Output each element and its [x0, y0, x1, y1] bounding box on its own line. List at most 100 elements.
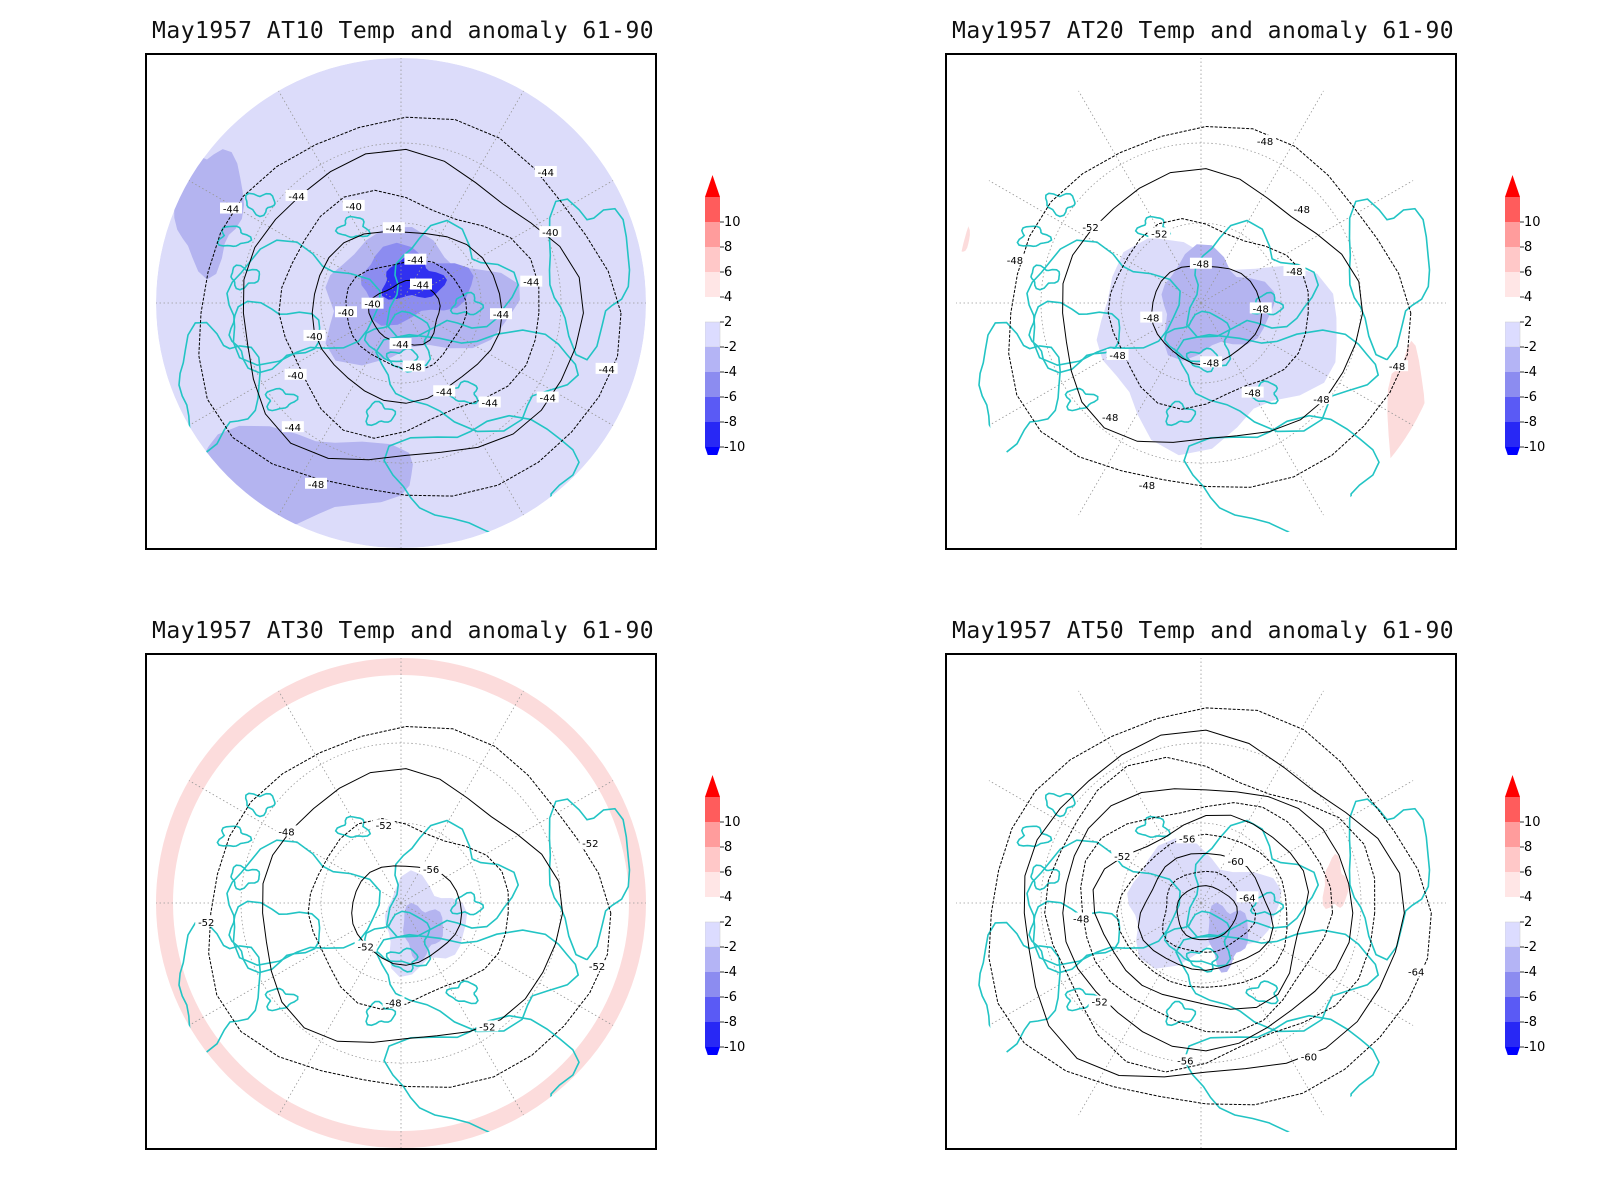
meridian-line: [188, 180, 402, 304]
colorbar-box: [705, 847, 720, 872]
contour-label: -52: [198, 918, 214, 929]
colorbar-tick-label: 8: [724, 240, 732, 255]
colorbar-box: [1505, 347, 1520, 372]
contour-label-bg: [539, 226, 562, 238]
polar-map: -52 -52 -48 -52 -52 -48 -52 -56 -52: [145, 653, 657, 1150]
colorbar-tick-label: 10: [1524, 815, 1541, 830]
coastline: [230, 864, 261, 891]
colorbar-box: [1505, 397, 1520, 422]
contour-label: -44: [386, 224, 402, 235]
contour-label: -44: [523, 278, 539, 289]
colorbar-box: [705, 397, 720, 422]
colorbar-tick-label: 6: [1524, 865, 1532, 880]
colorbar-box: [1505, 872, 1520, 897]
coastline: [1028, 300, 1121, 374]
contour-label-bg: [1079, 220, 1102, 232]
coastline: [1185, 219, 1320, 338]
contour-line: [1162, 870, 1257, 953]
contour-line: [1062, 168, 1364, 443]
colorbar-tick-label: -8: [724, 1015, 737, 1030]
colorbar-tick-label: -4: [1524, 965, 1537, 980]
contour-label: -44: [407, 256, 423, 267]
meridian-line: [400, 180, 614, 304]
colorbar-box: [1505, 822, 1520, 847]
contour-labels: -48 -48 -48 -48 -48 -48 -48 -48 -48 -52 -52 -48 -48 -…: [1003, 135, 1409, 492]
contour-label: -40: [338, 308, 354, 319]
colorbar-tick-label: -10: [1524, 440, 1545, 455]
contour-label-bg: [1254, 135, 1277, 147]
contour-label-bg: [1224, 854, 1247, 866]
contour-label: -44: [540, 394, 556, 405]
colorbar-tick-label: -2: [724, 940, 737, 955]
contour-label-bg: [1249, 302, 1272, 314]
meridian-line: [988, 780, 1202, 904]
coastlines: [978, 792, 1431, 1140]
coastline: [264, 387, 299, 412]
meridian-line: [1200, 302, 1414, 426]
meridian-line: [400, 90, 524, 304]
colorbar-box: [705, 422, 720, 447]
colorbar-box: [705, 272, 720, 297]
contour-label-bg: [402, 360, 425, 372]
contour-label-bg: [520, 275, 543, 287]
anomaly-area: [172, 149, 245, 280]
coastline: [1026, 239, 1181, 367]
panel-title: May1957 AT30 Temp and anomaly 61-90: [152, 618, 655, 644]
contour-label: -44: [288, 192, 304, 203]
coastline: [1064, 387, 1099, 412]
contour-label-bg: [595, 362, 618, 374]
meridian-line: [988, 302, 1202, 426]
contour-label: -48: [406, 363, 422, 374]
map-body: -48 -48 -48 -48 -48 -48 -48 -48 -48 -52 -52 -48 -48 -…: [956, 58, 1446, 548]
anomaly-area: [1161, 244, 1275, 361]
anomaly-area: [956, 212, 970, 256]
coastline: [449, 291, 485, 316]
contour-label-bg: [1236, 891, 1259, 903]
coastline: [1030, 864, 1061, 891]
colorbar-tick-label: 8: [1524, 240, 1532, 255]
contour-label-bg: [1176, 832, 1199, 844]
map-body: -52 -52 -48 -52 -52 -48 -52 -56 -52: [156, 658, 646, 1148]
colorbar-arrow-top: [705, 175, 720, 197]
contour-line: [198, 116, 622, 497]
coastline: [178, 321, 262, 454]
contour-label: -48: [1389, 362, 1405, 373]
meridian-line: [1200, 902, 1414, 1026]
contour-label-bg: [219, 202, 242, 214]
contour-label-bg: [1386, 360, 1409, 372]
contour-label: -60: [1228, 857, 1244, 868]
coastline: [334, 815, 372, 839]
contour-label: -48: [1313, 395, 1329, 406]
contour-label-bg: [281, 421, 304, 433]
contour-label: -48: [385, 998, 401, 1009]
colorbar-box: [1505, 272, 1520, 297]
coastline: [375, 329, 580, 433]
coastline: [978, 321, 1062, 454]
colorbar-box: [1505, 997, 1520, 1022]
contour-label-bg: [433, 385, 456, 397]
coastline: [1175, 329, 1380, 433]
panel-at50: May1957 AT50 Temp and anomaly 61-90 -64-…: [800, 600, 1600, 1200]
panel-at30: May1957 AT30 Temp and anomaly 61-90 -52 -…: [0, 600, 800, 1200]
colorbar-box: [705, 372, 720, 397]
coastline: [1016, 825, 1053, 848]
colorbar-box: [1505, 247, 1520, 272]
contour-label-bg: [586, 960, 609, 972]
contour-line: [1044, 756, 1376, 1073]
coastline: [1249, 891, 1285, 916]
contour-label: -52: [1151, 229, 1167, 240]
colorbar-box: [1505, 1022, 1520, 1047]
contour-label: -48: [1253, 304, 1269, 315]
coastline: [1175, 929, 1380, 1033]
meridian-line: [188, 302, 402, 426]
contour-line: [988, 707, 1432, 1106]
colorbar: 10 8 6 4 2 -2 -4 -6 -8 -10: [1504, 175, 1575, 469]
map-canvas: -48 -48 -48 -48 -48 -48 -48 -48 -48 -52 -52 -48 -48 -…: [956, 58, 1446, 548]
contour-line: [278, 189, 540, 439]
polar-map: -48 -48 -48 -48 -48 -48 -48 -48 -48 -52 -52 -48 -48 -…: [945, 53, 1457, 550]
contour-label: -40: [306, 332, 322, 343]
colorbar-box: [705, 972, 720, 997]
colorbar-scale: 10 8 6 4 2 -2 -4 -6 -8 -10: [1504, 775, 1545, 1069]
contour-label-bg: [1310, 393, 1333, 405]
colorbar-box: [1505, 847, 1520, 872]
